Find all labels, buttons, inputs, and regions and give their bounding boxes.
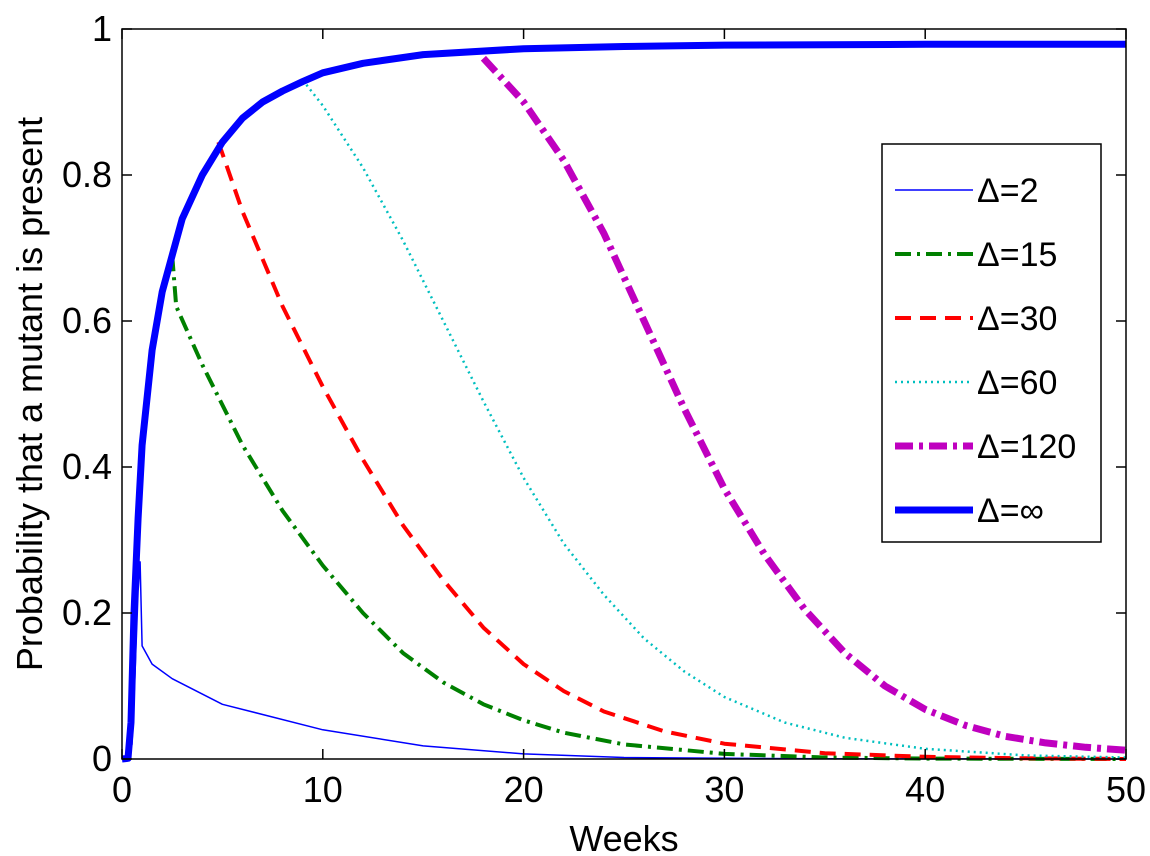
plot-frame bbox=[121, 28, 1127, 760]
y-axis-label: Probability that a mutant is present bbox=[9, 117, 50, 671]
y-tick-label: 0.2 bbox=[62, 592, 112, 633]
tick-layer: 0 10 20 30 40 50 0 0.2 0.4 0.6 0.8 1 bbox=[62, 8, 1146, 810]
y-tick-label: 0.8 bbox=[62, 154, 112, 195]
x-tick-label: 40 bbox=[905, 769, 945, 810]
series-line-4 bbox=[480, 55, 1127, 754]
legend-label-4: Δ=120 bbox=[977, 428, 1076, 466]
y-tick-label: 0.4 bbox=[62, 446, 112, 487]
series-line-1 bbox=[170, 255, 1127, 761]
y-tick-label: 0 bbox=[92, 738, 112, 779]
legend-label-1: Δ=15 bbox=[977, 236, 1057, 274]
x-axis-label: Weeks bbox=[569, 818, 678, 856]
y-tick-label: 0.6 bbox=[62, 300, 112, 341]
legend-box bbox=[881, 143, 1102, 543]
x-tick-label: 50 bbox=[1106, 769, 1146, 810]
x-tick-label: 20 bbox=[504, 769, 544, 810]
legend-label-2: Δ=30 bbox=[977, 300, 1057, 338]
x-tick-label: 0 bbox=[112, 769, 132, 810]
series-layer bbox=[121, 40, 1127, 763]
x-tick-label: 30 bbox=[704, 769, 744, 810]
legend: Δ=2 Δ=15 Δ=30 Δ=60 Δ=120 Δ=∞ bbox=[881, 143, 1102, 543]
legend-label-3: Δ=60 bbox=[977, 364, 1057, 402]
legend-label-5: Δ=∞ bbox=[977, 492, 1044, 530]
series-line-2 bbox=[216, 141, 1127, 761]
legend-label-0: Δ=2 bbox=[977, 172, 1038, 210]
x-tick-label: 10 bbox=[303, 769, 343, 810]
y-tick-label: 1 bbox=[92, 8, 112, 49]
series-line-5 bbox=[121, 40, 1126, 763]
